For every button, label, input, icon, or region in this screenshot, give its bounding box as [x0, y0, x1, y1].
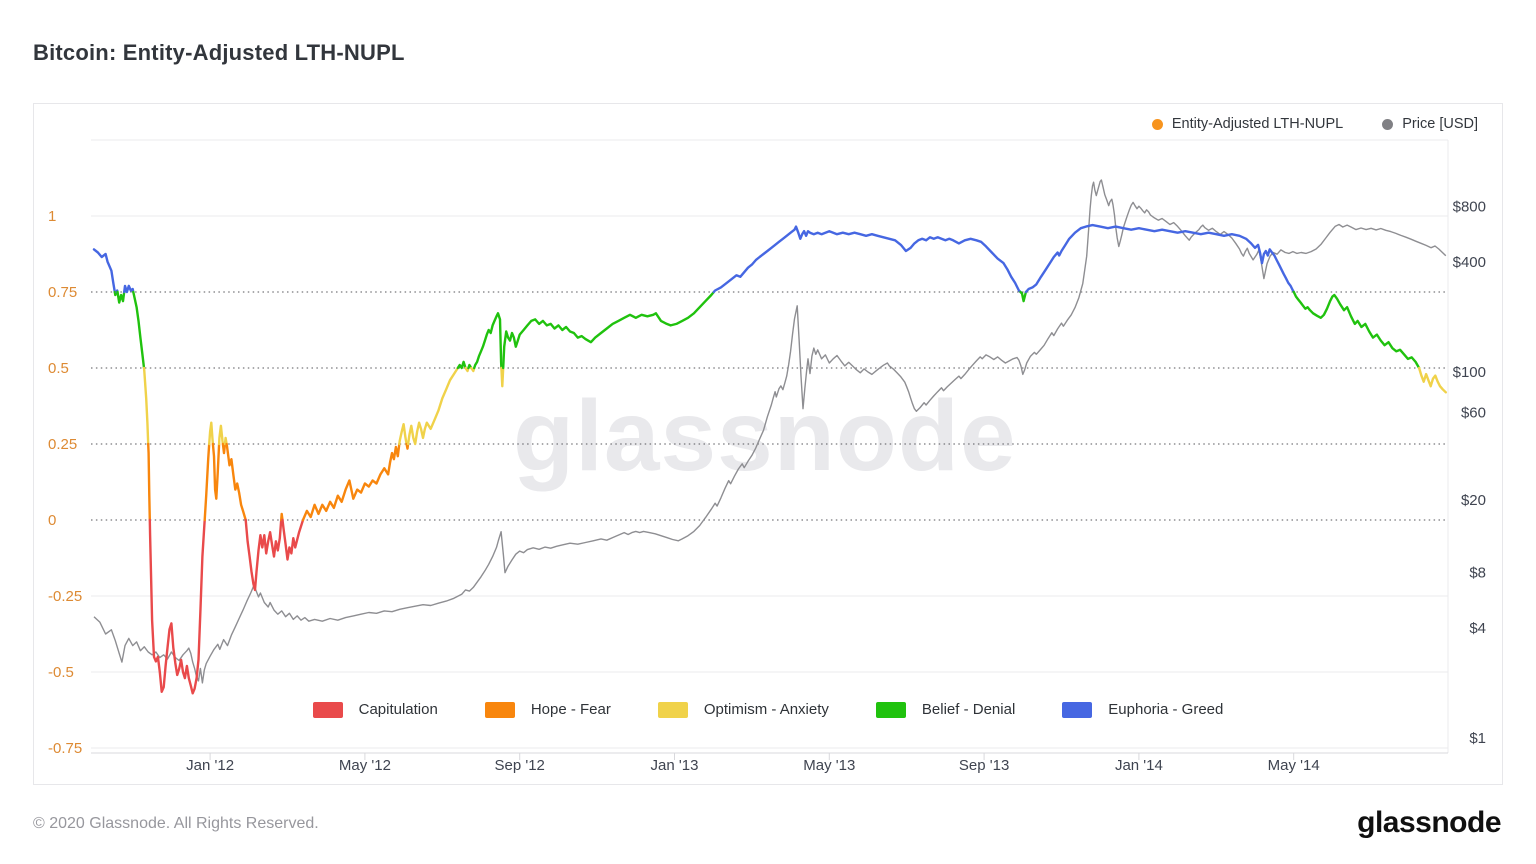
x-tick-label: Jan '12 — [186, 757, 234, 774]
band-label: Hope - Fear — [530, 701, 611, 718]
nupl-line-segment — [217, 424, 225, 446]
glassnode-logo: glassnode — [1357, 806, 1501, 839]
nupl-line-segment — [405, 442, 410, 450]
nupl-line-segment — [208, 421, 215, 446]
nupl-line-segment — [473, 312, 503, 370]
x-tick-label: May '12 — [339, 757, 391, 774]
y-left-tick-label: -0.75 — [48, 740, 82, 757]
band-label: Optimism - Anxiety — [703, 701, 829, 718]
nupl-line-segment — [280, 512, 284, 522]
band-color-swatch — [312, 701, 343, 718]
nupl-line-segment — [398, 423, 408, 446]
x-tick-label: Sep '13 — [959, 757, 1009, 774]
band-label: Capitulation — [358, 701, 438, 718]
nupl-line-segment — [223, 436, 228, 446]
footer-copyright: © 2020 Glassnode. All Rights Reserved. — [33, 815, 319, 832]
band-legend-item-optimism-anxiety: Optimism - Anxiety — [657, 701, 829, 718]
nupl-line-segment — [221, 442, 227, 455]
band-color-swatch — [657, 701, 688, 718]
price-line — [93, 179, 1447, 684]
y-right-tick-label: $400 — [1453, 254, 1486, 271]
nupl-line-segment — [1024, 223, 1295, 294]
legend-dot-icon — [1151, 118, 1163, 130]
x-tick-label: Jan '14 — [1115, 757, 1163, 774]
nupl-line-segment — [712, 225, 1022, 294]
band-legend-item-hope-fear: Hope - Fear — [484, 701, 611, 718]
nupl-line-segment — [1417, 366, 1447, 394]
band-legend-item-belief-denial: Belief - Denial — [875, 701, 1016, 718]
nupl-line-segment — [225, 442, 247, 522]
band-legend-item-euphoria-greed: Euphoria - Greed — [1062, 701, 1223, 718]
x-tick-label: Sep '12 — [494, 757, 544, 774]
y-right-tick-label: $1 — [1469, 730, 1486, 747]
x-tick-label: May '13 — [803, 757, 855, 774]
nupl-line-segment — [123, 284, 135, 294]
legend-dot-icon — [1382, 118, 1394, 130]
band-label: Euphoria - Greed — [1108, 701, 1224, 718]
band-color-swatch — [1062, 701, 1093, 718]
nupl-line-segment — [142, 366, 150, 446]
chart-plot[interactable]: Jan '12 May '12 Sep '12 Jan '13 May '13 Sep '… — [34, 104, 1502, 784]
nupl-line-segment — [116, 290, 126, 304]
band-label: Belief - Denial — [921, 701, 1016, 718]
nupl-line-segment — [211, 442, 221, 500]
legend-item-entity-adjusted-lth-nupl[interactable]: Entity-Adjusted LTH-NUPL — [1151, 116, 1344, 132]
band-legend-item-capitulation: Capitulation — [312, 701, 438, 718]
x-tick-label: Jan '13 — [651, 757, 699, 774]
y-left-tick-label: 0.75 — [48, 284, 77, 301]
legend-item-price-usd-[interactable]: Price [USD] — [1382, 116, 1478, 132]
y-left-tick-label: 1 — [48, 208, 56, 225]
y-left-tick-label: 0 — [48, 512, 56, 529]
nupl-line-segment — [1292, 290, 1421, 370]
page-title: Bitcoin: Entity-Adjusted LTH-NUPL — [33, 40, 405, 65]
nupl-line-segment — [500, 366, 505, 388]
chart-card: glassnode Jan '12 May '12 Sep '12 Jan '13 Ma… — [33, 103, 1503, 785]
nupl-line-segment — [203, 442, 211, 522]
series-legend: Entity-Adjusted LTH-NUPL Price [USD] — [1151, 116, 1478, 132]
y-right-tick-label: $60 — [1461, 405, 1486, 422]
y-right-tick-label: $20 — [1461, 492, 1486, 509]
y-left-tick-label: -0.25 — [48, 588, 82, 605]
nupl-line-segment — [502, 290, 715, 370]
band-color-swatch — [484, 701, 515, 718]
nupl-line-segment — [456, 360, 467, 370]
legend-label: Price [USD] — [1402, 116, 1478, 132]
band-legend: Capitulation Hope - Fear Optimism - Anxiet… — [34, 701, 1502, 718]
nupl-line-segment — [1019, 290, 1028, 303]
nupl-line-segment — [301, 442, 401, 522]
nupl-line-segment — [244, 518, 283, 592]
legend-label: Entity-Adjusted LTH-NUPL — [1171, 116, 1344, 132]
y-left-tick-label: -0.5 — [48, 664, 74, 681]
x-tick-label: May '14 — [1268, 757, 1320, 774]
y-left-tick-label: 0.25 — [48, 436, 77, 453]
y-right-tick-label: $4 — [1469, 620, 1486, 637]
y-right-tick-label: $8 — [1469, 565, 1486, 582]
nupl-line-segment — [406, 366, 459, 446]
nupl-line-segment — [281, 518, 305, 561]
nupl-line-segment — [147, 442, 151, 522]
nupl-line-segment — [92, 248, 116, 294]
y-left-tick-label: 0.5 — [48, 360, 69, 377]
band-color-swatch — [875, 701, 906, 718]
nupl-line-segment — [132, 290, 146, 370]
y-right-tick-label: $100 — [1453, 364, 1486, 381]
y-right-tick-label: $800 — [1453, 199, 1486, 216]
nupl-line-segment — [148, 518, 206, 695]
